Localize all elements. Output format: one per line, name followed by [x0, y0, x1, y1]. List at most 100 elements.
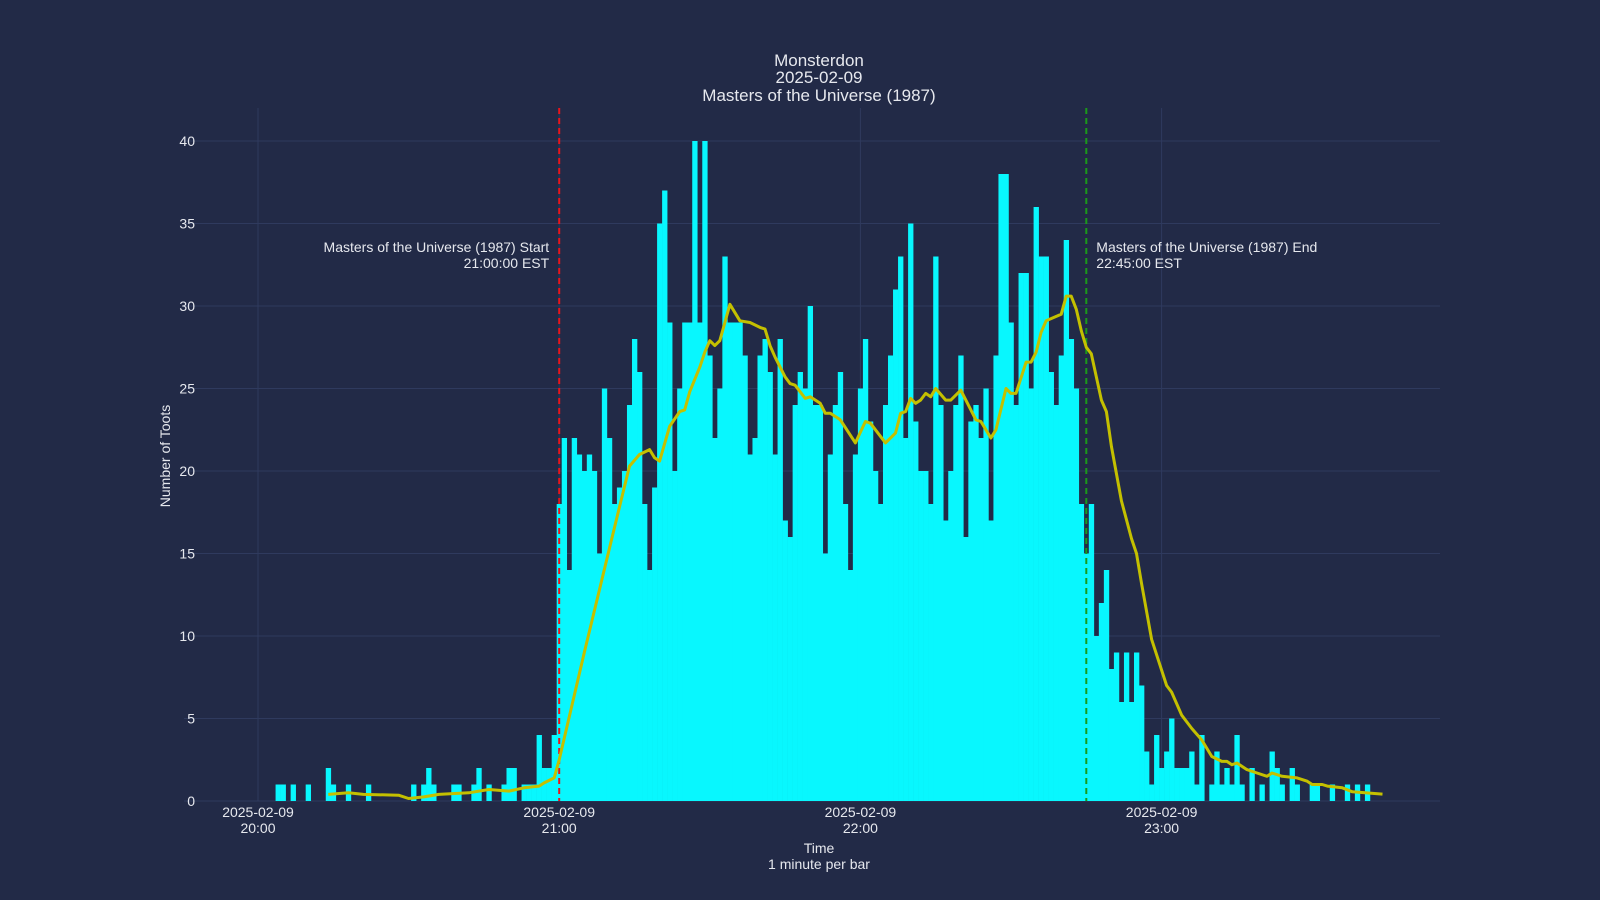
- y-tick-label: 15: [179, 546, 195, 562]
- bar: [732, 322, 738, 801]
- bar: [1018, 273, 1024, 801]
- bar: [988, 520, 994, 801]
- bar: [852, 454, 859, 801]
- bar: [812, 405, 819, 801]
- bar: [677, 388, 683, 801]
- bar: [652, 487, 658, 801]
- y-axis-title: Number of Toots: [157, 405, 173, 507]
- bar: [1314, 784, 1321, 801]
- bar: [616, 487, 623, 801]
- bar: [1169, 718, 1175, 801]
- bar: [511, 768, 517, 801]
- event-marker-label: Masters of the Universe (1987) End: [1096, 239, 1317, 255]
- bar: [752, 438, 758, 801]
- bar: [953, 405, 959, 801]
- x-tick-date-label: 2025-02-09: [523, 804, 595, 820]
- bar: [767, 372, 773, 801]
- bar: [888, 355, 894, 801]
- bar: [762, 339, 768, 801]
- bar: [1088, 504, 1095, 801]
- bar: [325, 768, 332, 801]
- bar: [596, 553, 603, 801]
- bar: [1028, 388, 1034, 801]
- bar: [1123, 652, 1130, 801]
- y-tick-label: 40: [179, 133, 195, 149]
- bar: [526, 784, 532, 801]
- bar: [1093, 636, 1100, 801]
- bar: [546, 768, 552, 801]
- bar: [571, 438, 578, 801]
- bar: [802, 388, 808, 801]
- x-tick-date-label: 2025-02-09: [222, 804, 294, 820]
- bar: [983, 388, 989, 801]
- bar: [882, 405, 889, 801]
- bar: [827, 454, 834, 801]
- bar: [898, 256, 904, 801]
- bar: [1259, 784, 1265, 801]
- bar: [1154, 735, 1160, 801]
- bar: [1164, 751, 1170, 801]
- bar: [717, 388, 723, 801]
- x-tick-time-label: 23:00: [1144, 820, 1179, 836]
- bar: [1048, 372, 1054, 801]
- bar: [531, 784, 537, 801]
- bar: [1149, 784, 1155, 801]
- bar: [948, 471, 954, 801]
- event-markers: Masters of the Universe (1987) Start21:0…: [324, 108, 1317, 801]
- bar: [506, 768, 512, 801]
- bar: [963, 537, 969, 801]
- x-axis-title: Time: [804, 840, 835, 856]
- bar: [1144, 751, 1150, 801]
- bar: [712, 438, 718, 801]
- bar: [1249, 768, 1255, 801]
- event-marker-label: 22:45:00 EST: [1096, 255, 1182, 271]
- bar: [637, 372, 643, 801]
- bar: [692, 141, 698, 801]
- bar: [561, 438, 568, 801]
- chart-title-line-1: Monsterdon: [774, 51, 864, 70]
- bar: [1279, 784, 1285, 801]
- bar: [877, 504, 884, 801]
- y-tick-label: 25: [179, 381, 195, 397]
- bar: [697, 322, 703, 801]
- bar: [421, 784, 427, 801]
- bar: [747, 454, 753, 801]
- bar: [1174, 768, 1180, 801]
- bar: [832, 405, 839, 801]
- x-axis-subtitle: 1 minute per bar: [768, 856, 870, 872]
- bar: [958, 355, 964, 801]
- y-tick-label: 10: [179, 628, 195, 644]
- x-tick-date-label: 2025-02-09: [1126, 804, 1198, 820]
- bar: [797, 372, 803, 801]
- bar: [1023, 273, 1029, 801]
- chart-title-line-3: Masters of the Universe (1987): [702, 86, 935, 105]
- bar: [1179, 768, 1185, 801]
- bar: [566, 570, 573, 801]
- bar: [938, 405, 944, 801]
- bar: [993, 355, 999, 801]
- bar: [943, 520, 949, 801]
- bar: [893, 289, 899, 801]
- bar: [1189, 751, 1195, 801]
- bar: [426, 768, 432, 801]
- bar: [847, 570, 854, 801]
- bar: [1043, 256, 1049, 801]
- bar: [1139, 685, 1145, 801]
- bar: [1229, 784, 1235, 801]
- bar: [1053, 405, 1059, 801]
- axis-ticks: 05101520253035402025-02-0920:002025-02-0…: [179, 133, 1197, 836]
- bar: [1033, 207, 1039, 801]
- y-tick-label: 35: [179, 216, 195, 232]
- bar: [928, 504, 934, 801]
- bar: [918, 471, 924, 801]
- bar: [1274, 768, 1280, 801]
- bar: [290, 784, 296, 801]
- bar: [687, 322, 693, 801]
- bar: [1103, 570, 1110, 801]
- bar: [1294, 784, 1300, 801]
- bar: [621, 471, 628, 801]
- bar: [1289, 768, 1295, 801]
- bar: [476, 768, 482, 801]
- bar: [1199, 735, 1205, 801]
